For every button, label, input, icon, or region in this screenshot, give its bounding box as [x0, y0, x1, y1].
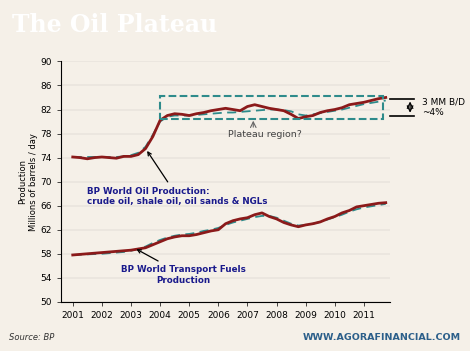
Text: Plateau region?: Plateau region? [228, 130, 302, 139]
Bar [160, 96, 383, 119]
Text: WWW.AGORAFINANCIAL.COM: WWW.AGORAFINANCIAL.COM [303, 333, 461, 343]
Text: 3 MM B/D
~4%: 3 MM B/D ~4% [422, 98, 465, 117]
Text: BP World Oil Production:
crude oil, shale oil, oil sands & NGLs: BP World Oil Production: crude oil, shal… [87, 152, 268, 206]
Text: Source: BP: Source: BP [9, 333, 55, 343]
Text: BP World Transport Fuels
Production: BP World Transport Fuels Production [121, 250, 246, 285]
Text: The Oil Plateau: The Oil Plateau [12, 13, 217, 38]
Y-axis label: Production
Millions of barrels / day: Production Millions of barrels / day [18, 133, 38, 231]
